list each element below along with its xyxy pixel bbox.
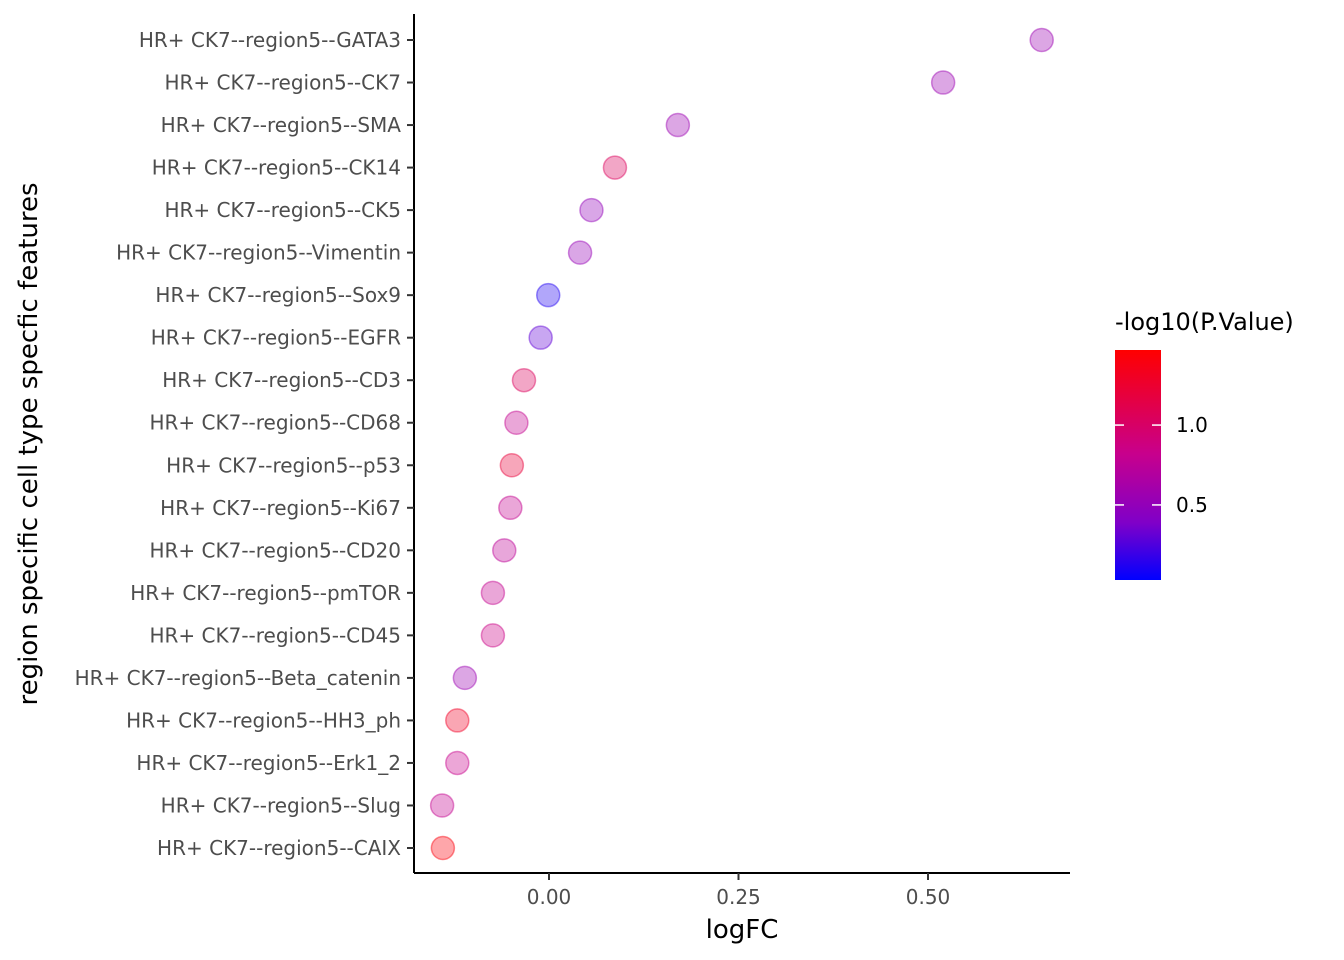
legend-title: -log10(P.Value)	[1115, 308, 1294, 336]
data-point	[567, 240, 593, 265]
y-tick-label: HR+ CK7--region5--CD45	[149, 623, 401, 647]
data-point	[445, 750, 470, 776]
data-point	[511, 367, 537, 393]
data-point	[535, 282, 561, 308]
data-point	[480, 623, 506, 648]
data-points	[429, 27, 1054, 861]
data-point	[579, 197, 604, 223]
y-tick-label: HR+ CK7--region5--Slug	[161, 793, 401, 817]
y-tick-label: HR+ CK7--region5--GATA3	[139, 28, 401, 52]
legend-tick-label: 1.0	[1176, 413, 1208, 437]
data-point	[665, 112, 691, 138]
data-point	[930, 70, 956, 95]
data-point	[492, 538, 517, 563]
data-point	[602, 155, 628, 180]
legend-tick-label: 0.5	[1176, 493, 1208, 517]
data-point	[480, 580, 506, 606]
data-point	[452, 665, 478, 691]
y-tick-label: HR+ CK7--region5--p53	[166, 453, 401, 477]
y-tick-label: HR+ CK7--region5--Ki67	[160, 496, 401, 520]
y-tick-label: HR+ CK7--region5--CK14	[152, 156, 401, 180]
data-point	[429, 793, 455, 818]
y-tick-label: HR+ CK7--region5--CD68	[149, 411, 401, 435]
data-point	[430, 835, 456, 861]
data-point	[528, 325, 553, 350]
y-tick-label: HR+ CK7--region5--Beta_catenin	[75, 666, 401, 690]
color-legend: -log10(P.Value) 0.5 1.0	[1115, 308, 1294, 580]
data-point	[1029, 27, 1054, 53]
legend-colorbar	[1115, 350, 1161, 580]
y-tick-label: HR+ CK7--region5--SMA	[161, 113, 402, 137]
data-point	[498, 495, 523, 521]
x-axis-title: logFC	[706, 915, 779, 945]
y-tick-label: HR+ CK7--region5--CD3	[162, 368, 401, 392]
data-point	[445, 708, 470, 733]
plot-area: HR+ CK7--region5--GATA3 HR+ CK7--region5-…	[75, 14, 1070, 909]
y-tick-label: HR+ CK7--region5--pmTOR	[130, 581, 401, 605]
y-axis-ticks: HR+ CK7--region5--GATA3 HR+ CK7--region5-…	[75, 28, 414, 860]
y-tick-label: HR+ CK7--region5--CK5	[164, 198, 401, 222]
x-tick-label: 0.00	[527, 885, 572, 909]
y-tick-label: HR+ CK7--region5--CAIX	[157, 836, 401, 860]
y-tick-label: HR+ CK7--region5--CD20	[149, 538, 401, 562]
legend-ticks: 0.5 1.0	[1115, 413, 1208, 517]
x-axis-ticks: 0.00 0.25 0.50	[527, 873, 951, 909]
y-tick-label: HR+ CK7--region5--EGFR	[151, 326, 401, 350]
data-point	[499, 453, 525, 478]
data-point	[504, 410, 529, 435]
y-tick-label: HR+ CK7--region5--Sox9	[155, 283, 401, 307]
y-tick-label: HR+ CK7--region5--Erk1_2	[136, 751, 401, 775]
y-tick-label: HR+ CK7--region5--HH3_ph	[126, 708, 401, 732]
x-tick-label: 0.25	[716, 885, 761, 909]
x-tick-label: 0.50	[906, 885, 951, 909]
y-axis-title: region specific cell type specfic featur…	[14, 182, 44, 705]
y-tick-label: HR+ CK7--region5--CK7	[164, 71, 401, 95]
y-tick-label: HR+ CK7--region5--Vimentin	[116, 241, 401, 265]
